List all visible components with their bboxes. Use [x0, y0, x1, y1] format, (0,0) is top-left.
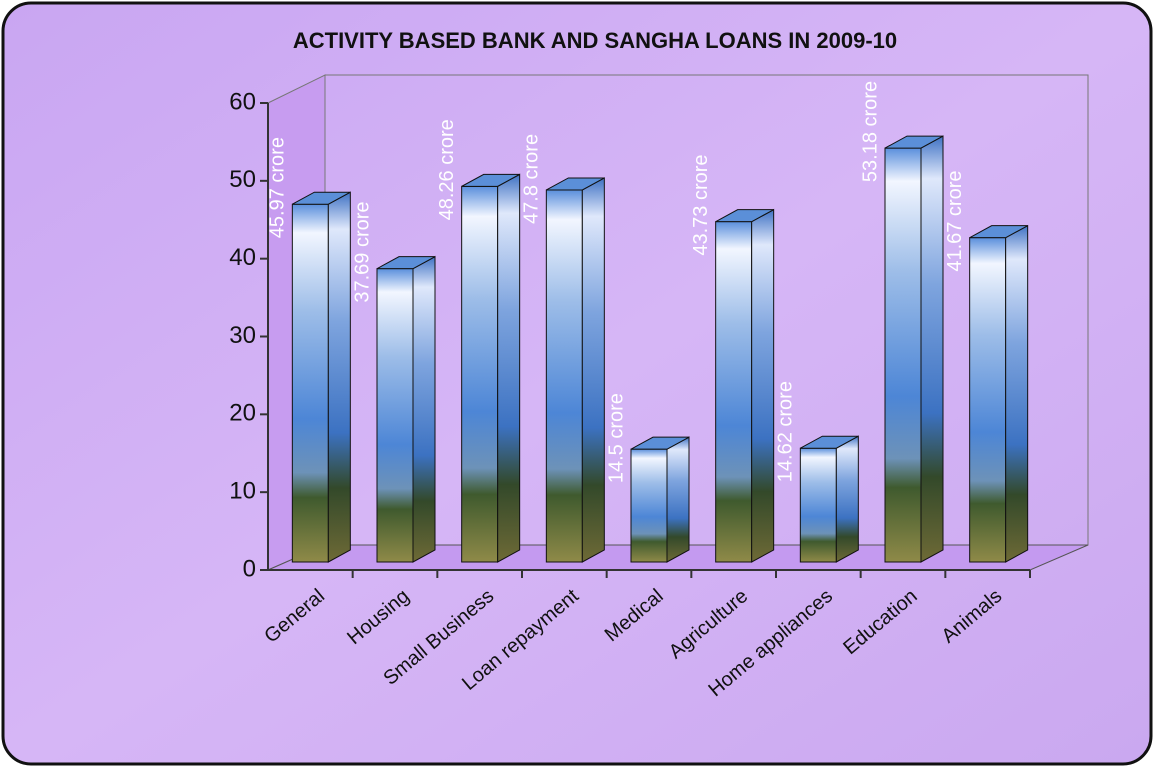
value-label: 14.5 crore: [605, 393, 627, 483]
value-label: 45.97 crore: [267, 137, 289, 238]
bar: [376, 268, 414, 563]
bar-side: [412, 255, 436, 563]
bar: [545, 189, 583, 563]
y-tick-label: 20: [229, 400, 256, 427]
value-label: 14.62 crore: [775, 381, 797, 482]
y-tick-label: 30: [229, 322, 256, 349]
bar: [799, 447, 837, 563]
bar: [715, 221, 753, 563]
y-tick-label: 50: [229, 166, 256, 193]
bar-top: [884, 135, 944, 149]
bar: [969, 237, 1007, 563]
bar: [461, 185, 499, 563]
bar-side: [1005, 224, 1029, 563]
bar: [630, 448, 668, 563]
bar-side: [920, 135, 944, 563]
bar-side: [581, 177, 605, 563]
value-label: 48.26 crore: [436, 119, 458, 220]
bar-top: [715, 209, 774, 223]
value-label: 53.18 crore: [859, 81, 881, 182]
bar-side: [666, 436, 690, 563]
bar: [884, 147, 922, 563]
value-label: 41.67 crore: [944, 170, 966, 271]
bar: [291, 203, 329, 563]
bar-top: [546, 177, 605, 191]
bar-top: [800, 435, 859, 449]
y-tick-label: 0: [243, 555, 256, 582]
value-label: 47.8 crore: [521, 134, 543, 224]
bar-top: [630, 436, 690, 450]
bar-side: [497, 173, 521, 563]
y-tick-label: 40: [229, 244, 256, 271]
bar-top: [461, 173, 520, 187]
bar-top: [376, 256, 436, 270]
chart-title: ACTIVITY BASED BANK AND SANGHA LOANS IN …: [293, 28, 897, 53]
value-label: 37.69 crore: [351, 201, 373, 302]
bar-side: [751, 208, 775, 563]
bar-top: [969, 225, 1028, 239]
value-label: 43.73 crore: [690, 154, 712, 255]
y-tick-label: 60: [229, 88, 256, 115]
y-tick-label: 10: [229, 478, 256, 505]
bar-top: [292, 191, 351, 205]
bar-side: [835, 435, 859, 563]
bar-side: [327, 191, 351, 563]
